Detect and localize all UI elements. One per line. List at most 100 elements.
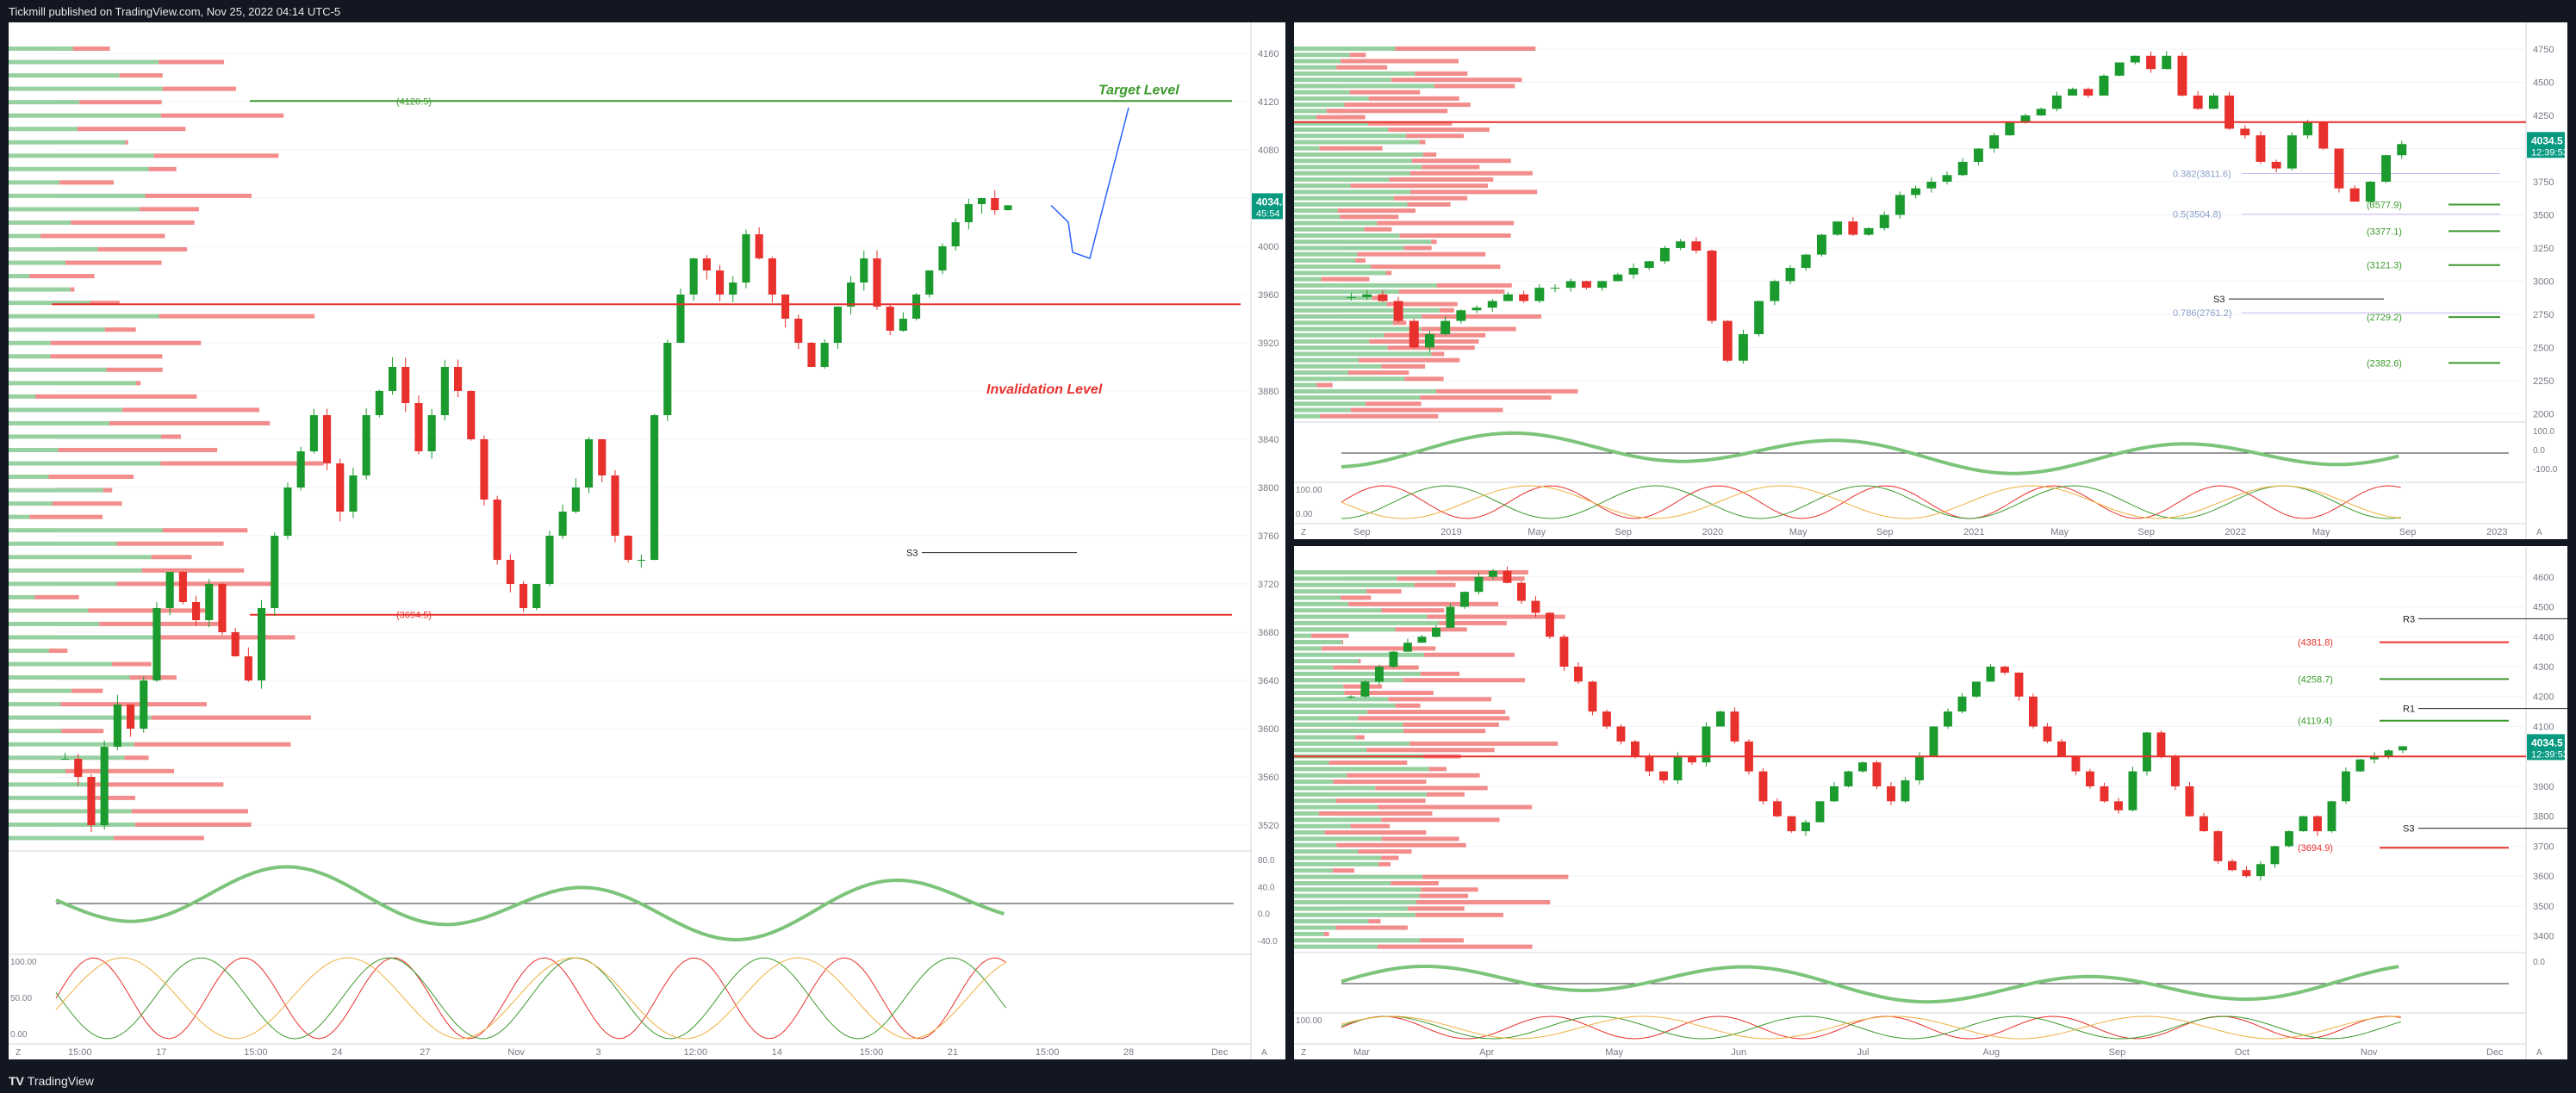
tradingview-brand: TradingView — [27, 1074, 94, 1088]
volume-profile-bar-down — [65, 260, 162, 265]
candle-body — [2384, 750, 2393, 757]
candle-body — [1816, 234, 1826, 255]
volume-profile-bar-up — [1294, 817, 1382, 823]
oscillator-line — [1341, 965, 2399, 1004]
volume-profile-bar-down — [1377, 220, 1515, 226]
candle-body — [2128, 771, 2137, 810]
volume-profile-bar-down — [1366, 401, 1422, 407]
candle-body — [467, 391, 476, 439]
candle-body — [2213, 831, 2223, 861]
candle-body — [1581, 281, 1591, 289]
x-tick-label: Aug — [1983, 1047, 2000, 1058]
volume-profile-bar-up — [9, 448, 59, 452]
candle-body — [1550, 288, 1560, 289]
volume-profile-bar-up — [1294, 220, 1378, 226]
candle-body — [532, 584, 541, 608]
volume-profile-bar-up — [9, 528, 163, 533]
candle-body — [912, 295, 921, 319]
volume-profile-bar-down — [1421, 326, 1516, 332]
volume-profile-bar-down — [1395, 703, 1421, 708]
volume-profile-bar-down — [1410, 189, 1538, 195]
volume-profile-bar-up — [9, 301, 90, 306]
candle-body — [1472, 307, 1482, 311]
volume-profile-bar-down — [1364, 227, 1392, 232]
x-tick-label: Sep — [1615, 527, 1632, 537]
x-tick-label: 27 — [420, 1047, 430, 1058]
level-label: (2729.2) — [2367, 313, 2402, 323]
volume-profile-bar-down — [1399, 233, 1511, 238]
volume-profile-bar-down — [1341, 59, 1459, 64]
chart-bottom-right-svg[interactable]: 4600450044004300420041004000390038003700… — [1294, 546, 2573, 1059]
volume-profile-bar-down — [1428, 767, 1447, 772]
x-tick-label: May — [1789, 527, 1808, 537]
volume-profile-bar-down — [61, 729, 104, 734]
candle-body — [178, 572, 187, 602]
volume-profile-bar-down — [112, 661, 152, 667]
volume-profile-bar-down — [1436, 388, 1578, 394]
candle-body — [847, 283, 856, 307]
volume-profile-bar-down — [1422, 314, 1541, 320]
volume-profile-bar-down — [1349, 90, 1421, 95]
stochastic-line — [55, 957, 1007, 1040]
volume-profile-bar-down — [70, 287, 75, 292]
volume-profile-bar-down — [103, 488, 113, 493]
candle-body — [389, 367, 397, 391]
candle-body — [1895, 195, 1905, 215]
volume-profile-bar-up — [9, 755, 125, 761]
candle-body — [1801, 822, 1810, 832]
chart-panel-bottom-right[interactable]: 4600450044004300420041004000390038003700… — [1294, 546, 2573, 1059]
chart-panel-top-right[interactable]: 4750450042504000375035003250300027502500… — [1294, 22, 2568, 539]
volume-profile-bar-down — [109, 420, 271, 425]
candle-body — [1628, 268, 1639, 275]
volume-profile-bar-down — [1384, 332, 1486, 338]
candle-body — [729, 283, 737, 295]
candle-body — [1738, 333, 1748, 361]
stochastic-tick: 0.00 — [10, 1030, 28, 1040]
candle-body — [938, 246, 947, 270]
volume-profile-bar-down — [1336, 842, 1466, 848]
volume-profile-bar-up — [9, 367, 107, 372]
chart-panel-left[interactable]: 4160412040804040400039603920388038403800… — [9, 22, 1288, 1059]
x-tick-label: May — [1528, 527, 1546, 537]
stochastic-line — [1341, 485, 2401, 519]
chart-left-svg[interactable]: 4160412040804040400039603920388038403800… — [9, 22, 1288, 1059]
volume-profile-bar-up — [1294, 779, 1334, 785]
volume-profile-bar-down — [1403, 678, 1526, 683]
volume-profile-bar-up — [1294, 134, 1407, 139]
x-tick-label: 21 — [948, 1047, 958, 1058]
volume-profile-bar-up — [1294, 633, 1312, 638]
volume-profile-bar-up — [1294, 900, 1416, 905]
stochastic-line — [1341, 485, 2401, 519]
candle-body — [1879, 214, 1889, 228]
volume-profile-bar-down — [1318, 810, 1433, 816]
volume-profile-bar-down — [1322, 646, 1436, 651]
candle-body — [2185, 786, 2194, 817]
volume-profile-bar-down — [77, 127, 186, 132]
chart-top-right-svg[interactable]: 4750450042504000375035003250300027502500… — [1294, 22, 2568, 539]
volume-profile-bar-down — [1350, 823, 1391, 829]
x-tick-label: May — [1605, 1047, 1623, 1058]
volume-profile-bar-down — [1395, 627, 1467, 632]
candle-body — [1347, 296, 1356, 298]
volume-profile-bar-down — [1326, 109, 1448, 114]
volume-profile-bar-up — [1294, 912, 1416, 917]
volume-profile-bar-up — [1294, 576, 1397, 581]
x-tick-label: 14 — [772, 1047, 782, 1058]
price-badge-countdown: 45:54 — [1256, 208, 1280, 219]
tradingview-logo[interactable]: TV TradingView — [9, 1074, 94, 1088]
volume-profile-bar-down — [1358, 716, 1510, 721]
volume-profile-bar-down — [1414, 582, 1456, 587]
volume-profile-bar-down — [1415, 71, 1468, 76]
volume-profile-bar-up — [1294, 202, 1408, 207]
y-tick-label: 3520 — [1258, 821, 1279, 831]
stochastic-line — [1341, 1015, 2401, 1040]
candle-body — [1644, 261, 1654, 269]
volume-profile-bar-up — [9, 140, 126, 145]
volume-profile-bar-down — [34, 594, 79, 599]
volume-profile-bar-down — [124, 755, 149, 761]
volume-profile-bar-down — [1436, 570, 1528, 574]
volume-profile-bar-down — [29, 274, 95, 279]
stochastic-tick: 100.00 — [1296, 1016, 1322, 1026]
volume-profile-bar-down — [1381, 608, 1445, 613]
candle-body — [1546, 612, 1554, 637]
